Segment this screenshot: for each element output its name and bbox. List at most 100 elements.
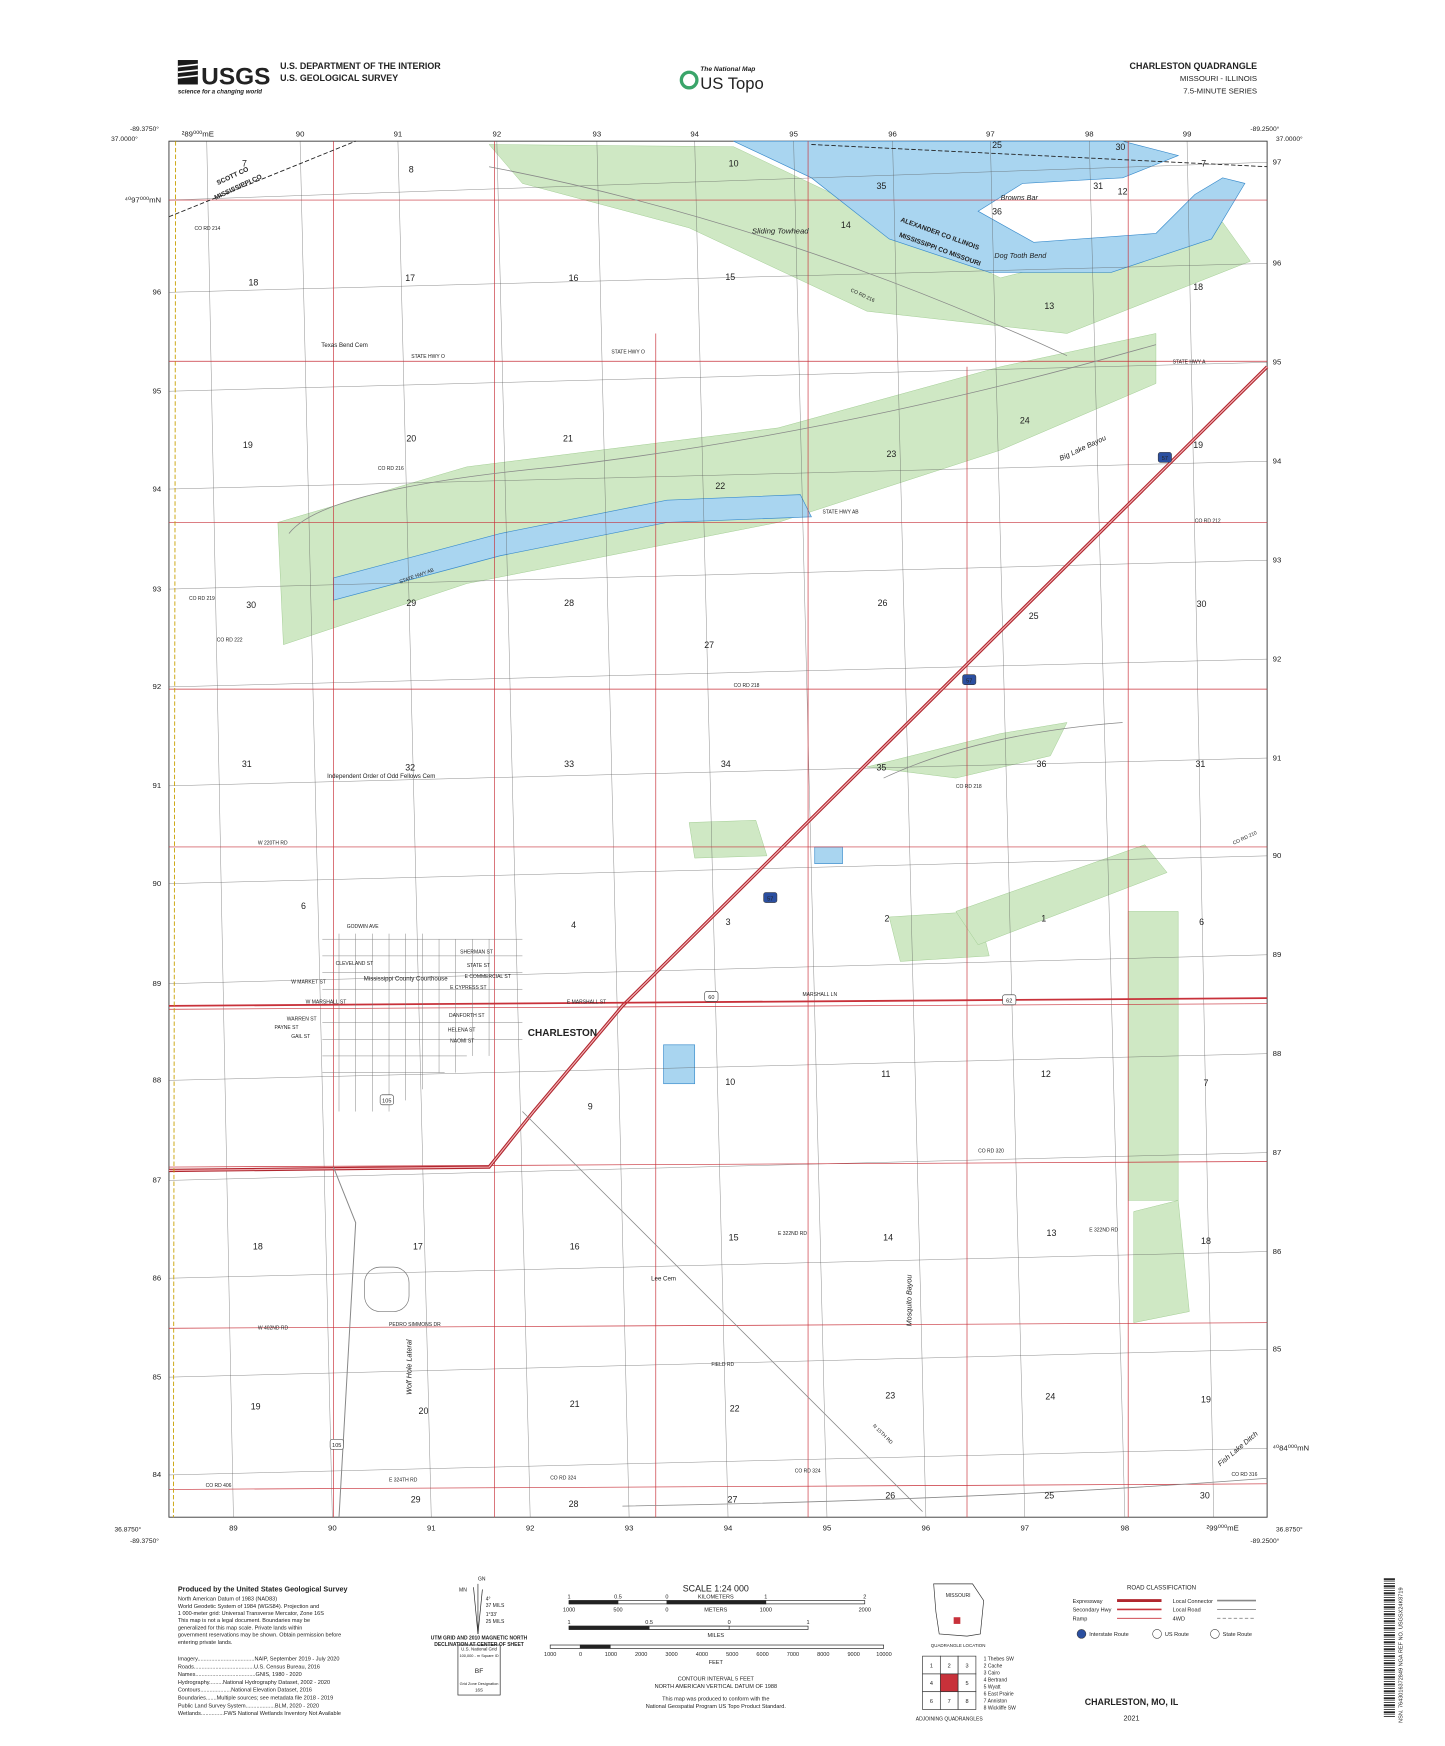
section-number: 15 [729,1232,739,1242]
road-name: STATE ST [467,963,490,969]
standard-note: National Geospatial Program US Topo Prod… [646,1704,787,1710]
road-legend-item: 4WD [1173,1617,1185,1623]
section-number: 36 [992,207,1002,217]
section-number: 7 [242,159,247,169]
km-tick: 2 [863,1594,866,1600]
grid-line [694,141,729,1518]
barcode-bar [1383,1678,1395,1680]
wetlands [277,144,1251,1323]
northing-label: 92 [153,682,162,691]
northing-label: 95 [153,386,162,395]
barcode-bar [1383,1632,1395,1633]
section-number: 2 [885,913,890,923]
barcode-bar [1383,1648,1395,1650]
national-map: The National Map [700,66,755,73]
adjoining-number: 4 [930,1681,933,1687]
us-topo: US Topo [700,74,764,93]
road-name: CO RD 222 [217,637,243,643]
section-number: 15 [725,272,735,282]
mi-label: MILES [707,1633,724,1639]
section-number: 18 [248,278,258,288]
section-number: 31 [1093,181,1103,191]
road-name: FIELD RD [711,1362,734,1368]
barcode-bar [1383,1664,1395,1666]
grid-line [990,141,1025,1518]
ft-tick: 4000 [696,1652,708,1658]
road-legend-item: Local Connector [1173,1599,1214,1605]
ft-tick: 10000 [876,1652,891,1658]
barcode-bar [1383,1653,1395,1654]
national-grid-label: U.S. National Grid [461,1647,497,1652]
northing-label: ⁴⁰84⁰⁰⁰mN [1273,1444,1310,1453]
wetland-patch [955,844,1168,946]
logo-waves [177,63,198,79]
survey: U.S. GEOLOGICAL SURVEY [280,73,398,83]
ft-tick: 9000 [847,1652,859,1658]
barcode-bar [1383,1704,1395,1706]
grid-line [168,855,1268,884]
barcode-bar [1383,1613,1395,1615]
northing-label: 90 [1273,851,1282,860]
wetland-patch [688,820,768,859]
barcode-bar [1383,1706,1395,1708]
interstate-57-core [168,366,1268,1171]
grid-line [892,141,927,1518]
ft-tick: 8000 [817,1652,829,1658]
ft-tick: 7000 [787,1652,799,1658]
corner-coordinate: -89.3750° [130,1537,159,1545]
road-legend-item: Expressway [1073,1599,1103,1605]
road [488,166,1068,357]
place-name: Mississippi County Courthouse [364,975,448,982]
national-grid-label: 16S [475,1688,483,1693]
road-name: CO RD 324 [795,1469,821,1475]
road-name: W MARKET ST [291,980,326,986]
source-line: Imagery.................................… [178,1657,340,1663]
section-number: 33 [564,759,574,769]
road-name: W 220TH RD [258,841,288,847]
state-name: MISSOURI [946,1593,971,1599]
road [288,344,1157,534]
road-name: WARREN ST [287,1016,317,1022]
corner-coordinate: 36.8750° [114,1526,141,1534]
easting-label: 92 [526,1524,535,1533]
section-number: 17 [405,273,415,283]
section-number: 6 [1199,917,1204,927]
section-number: 28 [564,598,574,608]
roads [168,166,1269,1518]
route-type: State Route [1223,1632,1252,1638]
easting-label: 99 [1183,130,1192,139]
corner-coordinate: 36.8750° [1276,1526,1303,1534]
route-type: Interstate Route [1089,1632,1128,1638]
utm-grid [168,141,1268,1518]
road-name: DANFORTH ST [449,1013,484,1019]
river [333,140,1246,1085]
agency: U.S. DEPARTMENT OF THE INTERIOR [280,61,441,71]
ft-tick: 5000 [726,1652,738,1658]
location-caption: QUADRANGLE LOCATION [931,1643,986,1648]
section-number: 19 [243,440,253,450]
route-shield [763,892,778,903]
easting-label: 89 [229,1524,238,1533]
place-name: Browns Bar [1001,193,1039,202]
northing-label: 97 [1273,158,1282,167]
northing-label: 91 [1273,753,1282,762]
section-number: 29 [411,1495,421,1505]
adjoining-name: 6 East Prairie [984,1692,1014,1698]
place-name: Dog Tooth Bend [994,251,1047,260]
barcode-bar [1383,1690,1395,1692]
sheet-year: 2021 [1123,1714,1139,1723]
road-name: STATE HWY O [411,354,445,360]
adjoining-number: 3 [965,1663,968,1669]
adjoining-number: 2 [948,1663,951,1669]
barcode-bar [1383,1604,1395,1605]
mi-tick: 1 [568,1620,571,1626]
section-number: 36 [1037,759,1047,769]
easting-label: 91 [427,1524,436,1533]
easting-label: 93 [593,130,602,139]
contour-note: NORTH AMERICAN VERTICAL DATUM OF 1988 [655,1684,777,1690]
km-tick: 1 [764,1594,767,1600]
place-name: Independent Order of Odd Fellows Cem [327,773,435,780]
section-number: 13 [1047,1228,1057,1238]
